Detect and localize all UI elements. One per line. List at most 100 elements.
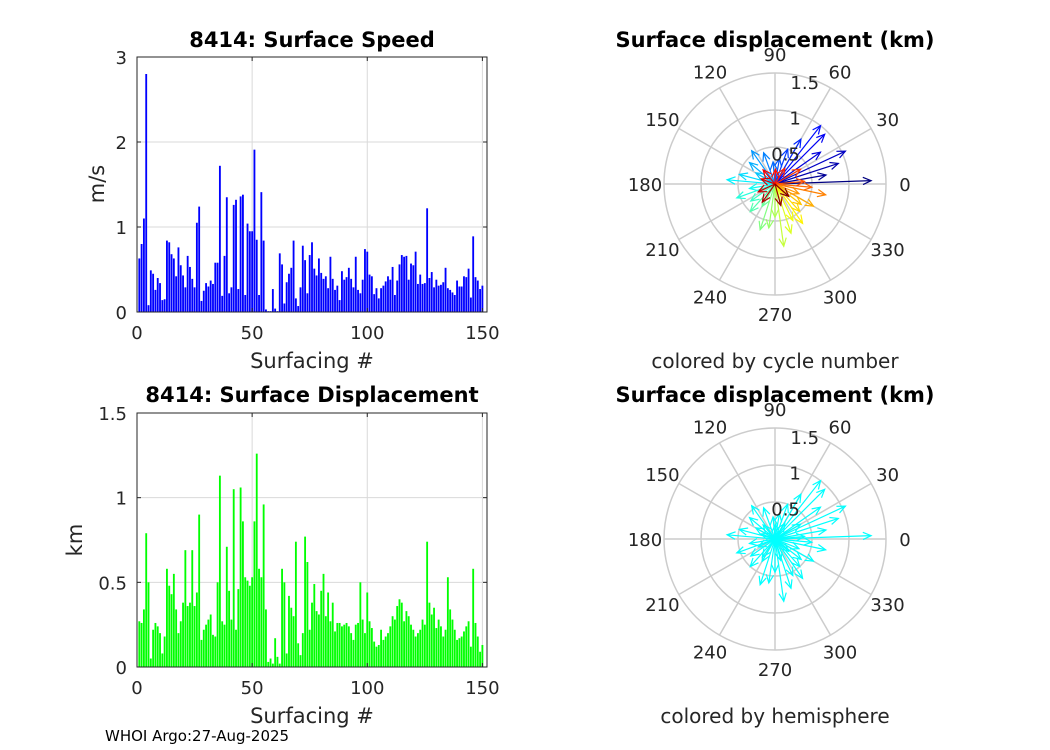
displacement-vector <box>727 179 776 185</box>
bar <box>258 295 260 312</box>
radius-tick-label: 0.5 <box>771 499 800 520</box>
bar <box>285 282 288 312</box>
bar <box>172 258 175 312</box>
bar <box>393 619 396 667</box>
bar <box>179 621 182 667</box>
y-tick-label: 1 <box>116 489 127 510</box>
angle-tick-label: 120 <box>693 62 727 83</box>
bar <box>370 276 373 312</box>
bar <box>345 622 348 667</box>
bar <box>391 616 394 667</box>
bar <box>423 624 426 667</box>
bar <box>246 223 249 312</box>
bar <box>260 577 263 667</box>
chart-title: 8414: Surface Displacement <box>145 383 478 407</box>
bar <box>200 639 203 667</box>
bar <box>161 653 164 667</box>
displacement-vector <box>774 183 804 224</box>
displacement-vector <box>774 183 790 197</box>
vector-arrowhead <box>771 167 780 178</box>
bar <box>294 541 297 667</box>
bar <box>451 619 454 667</box>
vector-arrowhead <box>778 237 787 248</box>
bar <box>230 287 233 312</box>
bar <box>474 277 477 312</box>
y-axis-label: km <box>63 524 87 557</box>
displacement-vector <box>774 523 801 540</box>
bar <box>465 626 468 667</box>
bar <box>444 267 447 312</box>
bar <box>357 289 359 312</box>
bar <box>444 629 447 667</box>
bar <box>156 278 159 312</box>
axes-box <box>136 412 488 668</box>
chart-title: 8414: Surface Speed <box>189 28 435 52</box>
bar <box>317 258 320 312</box>
bar <box>460 286 463 312</box>
chart-title: Surface displacement (km) <box>615 28 934 52</box>
bar <box>440 626 442 667</box>
bar <box>209 280 212 312</box>
displacement-vector <box>774 535 805 540</box>
bar <box>476 636 479 667</box>
vector-arrowhead <box>829 161 840 170</box>
bar <box>364 633 366 667</box>
bar <box>278 253 281 312</box>
bar <box>152 629 155 667</box>
bar <box>271 289 274 312</box>
bar <box>198 206 201 312</box>
bar <box>283 582 286 667</box>
bar <box>195 592 198 667</box>
vector-arrowhead <box>769 515 778 526</box>
ticks: 0 50 100 150 0 1 2 3 <box>116 48 500 344</box>
bar <box>170 594 173 667</box>
displacement-vector <box>774 180 805 185</box>
bar <box>449 289 452 312</box>
bar <box>205 624 207 667</box>
bar <box>350 278 353 312</box>
bar <box>366 251 369 312</box>
y-tick-label: 3 <box>116 48 127 69</box>
bar <box>288 273 290 312</box>
bar <box>145 74 148 312</box>
displacement-vector <box>774 183 826 196</box>
angle-tick-label: 300 <box>823 288 857 309</box>
vector-arrowhead <box>836 150 847 159</box>
bar <box>265 309 267 312</box>
vector-arrowhead <box>754 172 765 181</box>
bar <box>145 533 148 667</box>
bar <box>299 287 302 312</box>
angle-tick-label: 210 <box>645 595 679 616</box>
displacement-vector <box>774 538 800 550</box>
vector-arrowhead <box>803 182 814 191</box>
bar <box>456 280 458 312</box>
bar <box>446 288 449 312</box>
bar <box>179 265 182 312</box>
bar <box>202 629 205 667</box>
vector-arrowhead <box>784 224 793 235</box>
bar <box>221 295 224 312</box>
bar <box>193 606 196 667</box>
angle-tick-label: 60 <box>829 417 852 438</box>
vector-arrowhead <box>735 191 746 200</box>
bar <box>426 541 429 667</box>
bar <box>304 536 307 667</box>
chart-title: Surface displacement (km) <box>615 383 934 407</box>
bar <box>172 573 175 667</box>
bar <box>285 653 288 667</box>
bar <box>458 286 461 312</box>
bar <box>163 299 166 312</box>
polar-displacement-by-cycle: 0 30 60 90 120 150 180 210 240 270 300 330 0.5 1 1.5 S… <box>615 28 934 373</box>
bar <box>267 661 270 667</box>
chart-caption: colored by hemisphere <box>660 704 889 728</box>
bar <box>276 656 279 667</box>
y-tick-label: 2 <box>116 133 127 154</box>
bar <box>269 658 272 667</box>
vector-arrowhead <box>749 192 760 202</box>
displacement-vector <box>774 506 821 540</box>
bar <box>308 629 311 667</box>
bar <box>403 621 406 667</box>
x-tick-label: 150 <box>465 678 499 699</box>
bar <box>368 621 371 667</box>
bar <box>375 288 378 312</box>
